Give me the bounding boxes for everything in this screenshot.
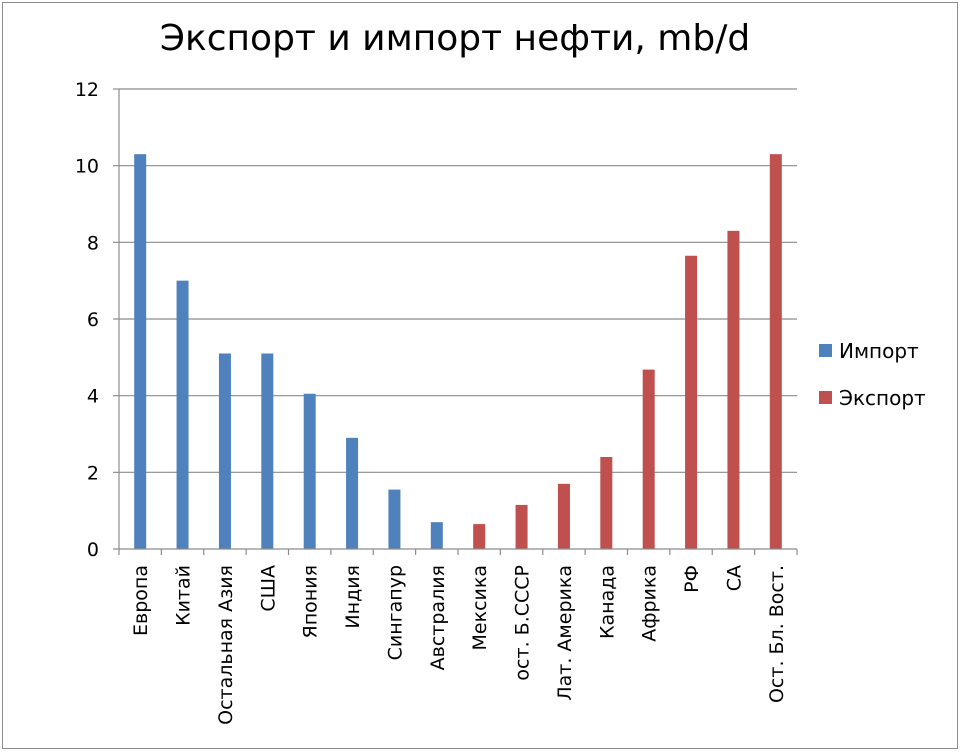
y-tick-label: 8	[87, 232, 99, 254]
x-category-label: Лат. Америка	[554, 565, 576, 701]
x-category-label: Австралия	[427, 565, 449, 670]
bar-export	[557, 483, 570, 549]
bar-export	[769, 154, 782, 549]
bar-import	[218, 353, 231, 549]
x-category-label: Канада	[596, 565, 618, 639]
legend-swatch	[819, 344, 832, 357]
gridlines	[119, 88, 797, 473]
bar-import	[303, 393, 316, 549]
y-tick-label: 12	[75, 79, 99, 101]
chart-title: Экспорт и импорт нефти, mb/d	[160, 18, 750, 59]
legend-label: Экспорт	[839, 386, 926, 410]
legend-swatch	[819, 391, 832, 404]
x-category-label: СА	[723, 565, 745, 591]
axes	[113, 88, 798, 555]
bar-import	[346, 437, 359, 549]
y-tick-label: 2	[87, 462, 99, 484]
bar-export	[685, 255, 698, 549]
bar-export	[642, 369, 655, 549]
bar-import	[176, 280, 189, 549]
bar-export	[473, 524, 486, 549]
bar-export	[515, 504, 528, 549]
y-tick-labels: 0 2 4 6 8 10 12	[75, 79, 99, 561]
bar-export	[727, 230, 740, 550]
legend-label: Импорт	[839, 339, 919, 363]
bars	[134, 154, 782, 550]
x-category-label: Мексика	[469, 565, 491, 650]
x-category-label: Китай	[173, 565, 195, 626]
y-tick-label: 4	[87, 386, 99, 408]
x-category-label: США	[257, 565, 279, 612]
bar-import	[134, 154, 147, 549]
y-tick-label: 6	[87, 309, 99, 331]
bar-import	[388, 489, 401, 549]
x-category-label: Европа	[130, 565, 152, 636]
bar-import	[261, 353, 274, 549]
x-category-label: Япония	[300, 565, 322, 638]
x-category-label: Африка	[639, 565, 661, 642]
y-tick-label: 10	[75, 156, 99, 178]
x-category-label: ост. Б.СССР	[512, 565, 534, 681]
bar-export	[600, 457, 613, 549]
x-category-label: РФ	[681, 565, 703, 593]
y-tick-label: 0	[87, 539, 99, 561]
x-category-label: Остальная Азия	[215, 565, 237, 725]
x-category-label: Сингапур	[384, 565, 406, 660]
legend: Импорт Экспорт	[819, 339, 926, 410]
bar-import	[430, 522, 443, 549]
x-category-label: Индия	[342, 565, 364, 629]
x-category-labels: Европа Китай Остальная Азия США Япония Индия С…	[130, 565, 788, 725]
x-category-label: Ост. Бл. Вост.	[766, 565, 788, 703]
